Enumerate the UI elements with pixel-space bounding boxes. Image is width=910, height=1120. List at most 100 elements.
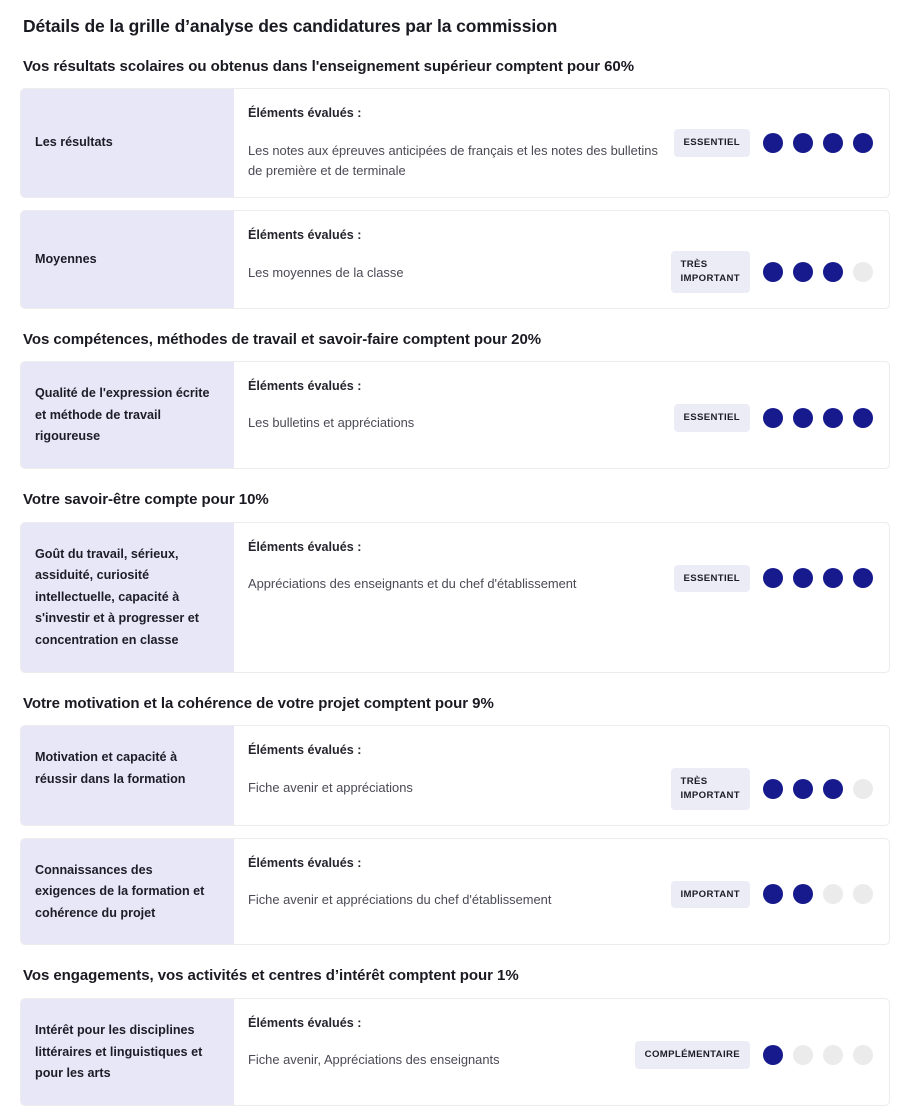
evaluated-items-label: Éléments évalués : [248,379,362,394]
criterion-body: Éléments évalués : Les moyennes de la cla… [234,211,889,307]
rating-dot-filled [763,1044,783,1065]
rating-dot-filled [793,568,813,589]
criterion-card: Goût du travail, sérieux, assiduité, cur… [20,521,890,673]
rating-dot-empty [853,884,873,905]
rating-dots [763,133,873,154]
rating-dot-filled [793,133,813,154]
criterion-name: Motivation et capacité à réussir dans la… [21,726,234,825]
criterion-name: Goût du travail, sérieux, assiduité, cur… [21,522,234,672]
criterion-card: Motivation et capacité à réussir dans la… [20,725,890,826]
criterion-text: Éléments évalués : Fiche avenir et appréc… [248,854,661,911]
evaluated-items-description: Les bulletins et appréciations [248,415,415,431]
section-heading: Vos résultats scolaires ou obtenus dans … [23,57,635,75]
rating-dot-filled [763,133,783,154]
criterion-text: Éléments évalués : Fiche avenir et appréc… [248,741,661,798]
weight-badge: ESSENTIEL [673,129,750,157]
rating-dot-filled [793,884,813,905]
criterion-card: Moyennes Éléments évalués : Les moyennes d… [20,210,890,309]
criterion-body: Éléments évalués : Appréciations des ense… [234,523,889,672]
rating-dots [763,884,873,905]
rating-dot-empty [793,1044,813,1065]
rating-dot-filled [763,568,783,589]
rating-block: ESSENTIEL [664,538,873,593]
rating-dots [763,568,873,589]
rating-block: TRÈS IMPORTANT [661,226,873,293]
weight-badge: ESSENTIEL [673,404,750,432]
criteria-section: Vos engagements, vos activités et centre… [20,966,890,1106]
evaluated-items-label: Éléments évalués : [248,855,362,870]
criteria-section: Votre motivation et la cohérence de votr… [20,694,890,946]
rating-dot-filled [853,133,873,154]
rating-dot-filled [793,261,813,282]
criterion-text: Éléments évalués : Les notes aux épreuves… [248,104,664,182]
criterion-name: Intérêt pour les disciplines littéraires… [21,998,234,1105]
section-heading: Vos compétences, méthodes de travail et … [23,330,542,348]
evaluated-items-description: Les notes aux épreuves anticipées de fra… [248,142,658,179]
rating-dot-filled [793,778,813,799]
evaluated-items-description: Fiche avenir et appréciations du chef d'… [248,891,552,907]
weight-badge: TRÈS IMPORTANT [670,251,750,293]
rating-dot-filled [823,407,843,428]
weight-badge: TRÈS IMPORTANT [670,768,750,810]
rating-dot-empty [853,1044,873,1065]
rating-dot-empty [853,261,873,282]
rating-dot-filled [793,407,813,428]
sections-container: Vos résultats scolaires ou obtenus dans … [20,57,890,1106]
rating-dot-filled [823,568,843,589]
criteria-section: Vos compétences, méthodes de travail et … [20,330,890,469]
section-heading: Vos engagements, vos activités et centre… [23,967,519,985]
rating-dot-filled [763,778,783,799]
criterion-card: Les résultats Éléments évalués : Les notes… [20,88,890,199]
weight-badge: IMPORTANT [670,880,750,909]
criterion-body: Éléments évalués : Les bulletins et appré… [234,362,889,468]
evaluated-items-description: Appréciations des enseignants et du chef… [248,575,577,591]
rating-block: COMPLÉMENTAIRE [625,1014,873,1069]
section-heading: Votre motivation et la cohérence de votr… [23,694,494,712]
section-heading: Votre savoir-être compte pour 10% [23,491,269,508]
rating-dot-filled [823,261,843,282]
criterion-text: Éléments évalués : Appréciations des ense… [248,538,664,595]
criterion-name: Les résultats [21,89,234,198]
evaluated-items-description: Fiche avenir, Appréciations des enseigna… [248,1052,500,1068]
criterion-name: Qualité de l'expression écrite et méthod… [21,362,234,468]
rating-dot-filled [763,407,783,428]
criterion-body: Éléments évalués : Fiche avenir et appréc… [234,839,889,945]
rating-dot-filled [823,133,843,154]
rating-block: ESSENTIEL [664,104,873,157]
evaluated-items-description: Les moyennes de la classe [248,264,404,280]
rating-dot-empty [823,884,843,905]
criterion-card: Qualité de l'expression écrite et méthod… [20,361,890,469]
criterion-name: Moyennes [21,211,234,308]
evaluated-items-label: Éléments évalués : [248,743,362,758]
evaluated-items-label: Éléments évalués : [248,1015,362,1030]
rating-dot-empty [823,1044,843,1065]
rating-dot-filled [853,407,873,428]
page-title: Détails de la grille d’analyse des candi… [23,16,558,36]
rating-dot-empty [853,778,873,799]
weight-badge: ESSENTIEL [673,564,750,593]
rating-dot-filled [853,568,873,589]
rating-dot-filled [763,261,783,282]
evaluated-items-label: Éléments évalués : [248,228,362,243]
rating-dots [763,1044,873,1065]
rating-block: ESSENTIEL [664,377,873,432]
weight-badge: COMPLÉMENTAIRE [634,1040,750,1069]
criteria-section: Votre savoir-être compte pour 10% Goût du… [20,490,890,673]
rating-block: TRÈS IMPORTANT [661,741,873,810]
criterion-text: Éléments évalués : Les bulletins et appré… [248,377,664,434]
criterion-body: Éléments évalués : Les notes aux épreuves… [234,89,889,197]
criterion-card: Intérêt pour les disciplines littéraires… [20,997,890,1106]
criterion-body: Éléments évalués : Fiche avenir et appréc… [234,726,889,824]
criterion-name: Connaissances des exigences de la format… [21,838,234,945]
criterion-text: Éléments évalués : Fiche avenir, Apprécia… [248,1014,625,1071]
criteria-section: Vos résultats scolaires ou obtenus dans … [20,57,890,309]
evaluated-items-label: Éléments évalués : [248,106,362,121]
rating-dots [763,778,873,799]
rating-dots [763,261,873,282]
evaluated-items-description: Fiche avenir et appréciations [248,779,413,795]
criterion-body: Éléments évalués : Fiche avenir, Apprécia… [234,999,889,1105]
rating-dots [763,407,873,428]
evaluated-items-label: Éléments évalués : [248,539,362,554]
criterion-card: Connaissances des exigences de la format… [20,837,890,946]
